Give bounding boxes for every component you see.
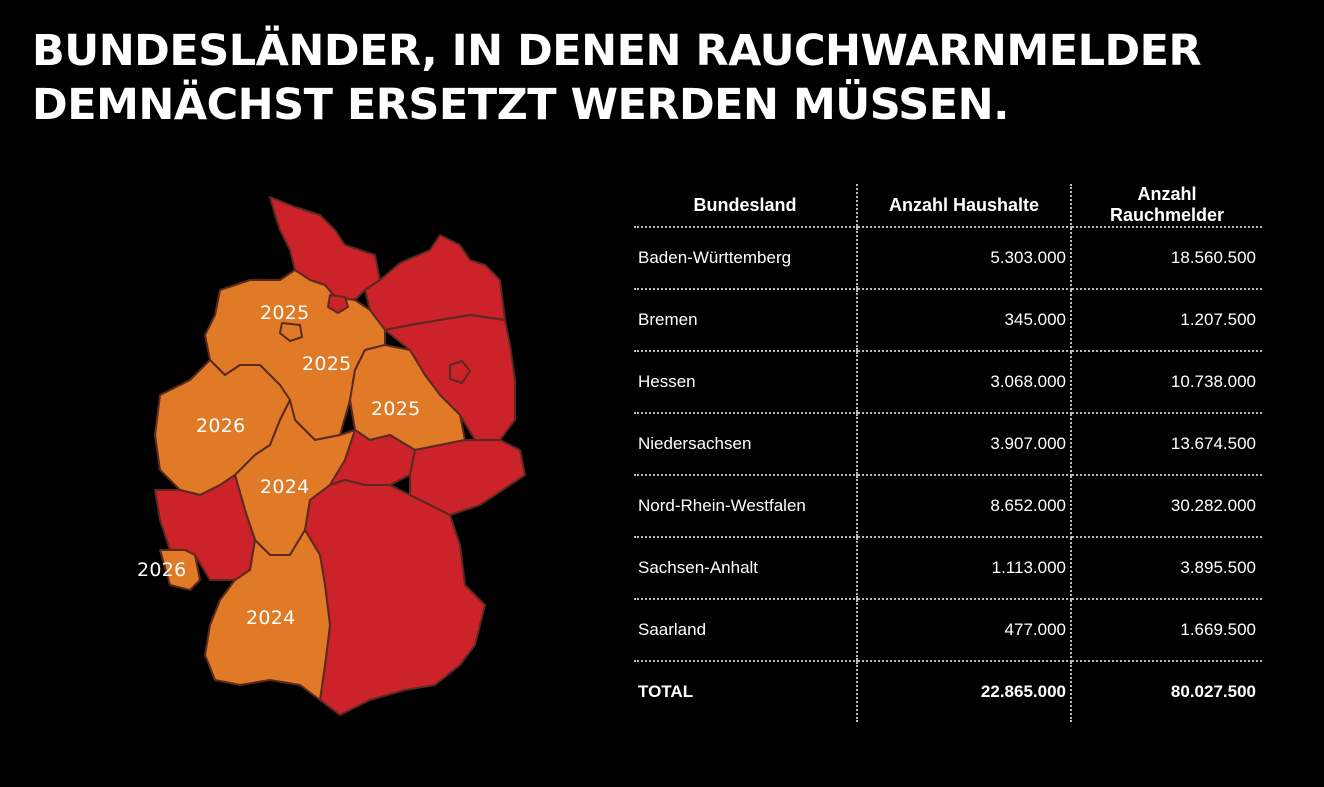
state-mecklenburg-vorpommern — [364, 234, 506, 331]
cell-rauchmelder: 1.669.500 — [1071, 599, 1262, 662]
cell-haushalte: 345.000 — [856, 289, 1072, 352]
cell-rauchmelder: 10.738.000 — [1071, 351, 1262, 414]
cell-rauchmelder: 1.207.500 — [1071, 289, 1262, 352]
state-hamburg — [327, 294, 349, 314]
table-row: Saarland 477.000 1.669.500 — [634, 599, 1262, 662]
page-title: Bundesländer, in denen Rauchwarnmelder d… — [32, 24, 1202, 132]
cell-haushalte: 3.907.000 — [856, 413, 1072, 476]
germany-map: 2025 2025 2025 2026 2024 2026 2024 — [130, 185, 550, 730]
cell-rauchmelder: 30.282.000 — [1071, 475, 1262, 538]
total-haushalte: 22.865.000 — [856, 661, 1072, 722]
cell-bundesland: Baden-Württemberg — [634, 227, 857, 290]
map-label-sachsen-anhalt: 2025 — [371, 398, 421, 420]
table-row: Niedersachsen 3.907.000 13.674.500 — [634, 413, 1262, 476]
map-label-nrw: 2026 — [196, 415, 246, 437]
table-row: Bremen 345.000 1.207.500 — [634, 289, 1262, 352]
column-header-bundesland: Bundesland — [634, 184, 857, 228]
map-label-saarland: 2026 — [137, 559, 187, 581]
title-line-1: Bundesländer, in denen Rauchwarnmelder — [32, 26, 1202, 76]
state-baden-wuerttemberg — [204, 529, 331, 701]
map-label-bremen: 2025 — [260, 302, 310, 324]
cell-rauchmelder: 13.674.500 — [1071, 413, 1262, 476]
data-table: Bundesland Anzahl Haushalte Anzahl Rauch… — [634, 184, 1262, 722]
column-header-rauchmelder: Anzahl Rauchmelder — [1071, 184, 1262, 228]
state-bayern — [304, 479, 486, 716]
cell-bundesland: Hessen — [634, 351, 857, 414]
cell-rauchmelder: 3.895.500 — [1071, 537, 1262, 600]
table-row: Hessen 3.068.000 10.738.000 — [634, 351, 1262, 414]
state-schleswig-holstein — [269, 196, 381, 301]
table-header-row: Bundesland Anzahl Haushalte Anzahl Rauch… — [634, 184, 1262, 228]
cell-haushalte: 8.652.000 — [856, 475, 1072, 538]
cell-haushalte: 3.068.000 — [856, 351, 1072, 414]
state-berlin — [449, 360, 471, 384]
cell-bundesland: Bremen — [634, 289, 857, 352]
column-header-haushalte: Anzahl Haushalte — [856, 184, 1072, 228]
map-label-baden-wuerttemberg: 2024 — [246, 607, 296, 629]
total-rauchmelder: 80.027.500 — [1170, 682, 1256, 701]
table-total-row: TOTAL 22.865.000 80.027.500 — [634, 661, 1262, 722]
map-label-hessen: 2024 — [260, 476, 310, 498]
total-label: TOTAL — [638, 682, 694, 701]
table-row: Nord-Rhein-Westfalen 8.652.000 30.282.00… — [634, 475, 1262, 538]
state-bremen — [279, 322, 303, 342]
table-row: Baden-Württemberg 5.303.000 18.560.500 — [634, 227, 1262, 290]
map-label-niedersachsen: 2025 — [302, 353, 352, 375]
state-saarland — [159, 549, 201, 591]
cell-bundesland: Saarland — [634, 599, 857, 662]
cell-haushalte: 5.303.000 — [856, 227, 1072, 290]
title-line-2: demnächst ersetzt werden müssen. — [32, 80, 1009, 130]
cell-haushalte: 477.000 — [856, 599, 1072, 662]
germany-map-graphic — [154, 196, 526, 716]
cell-bundesland: Nord-Rhein-Westfalen — [634, 475, 857, 538]
cell-bundesland: Sachsen-Anhalt — [634, 537, 857, 600]
cell-bundesland: Niedersachsen — [634, 413, 857, 476]
cell-rauchmelder: 18.560.500 — [1071, 227, 1262, 290]
table-row: Sachsen-Anhalt 1.113.000 3.895.500 — [634, 537, 1262, 600]
cell-haushalte: 1.113.000 — [856, 537, 1072, 600]
